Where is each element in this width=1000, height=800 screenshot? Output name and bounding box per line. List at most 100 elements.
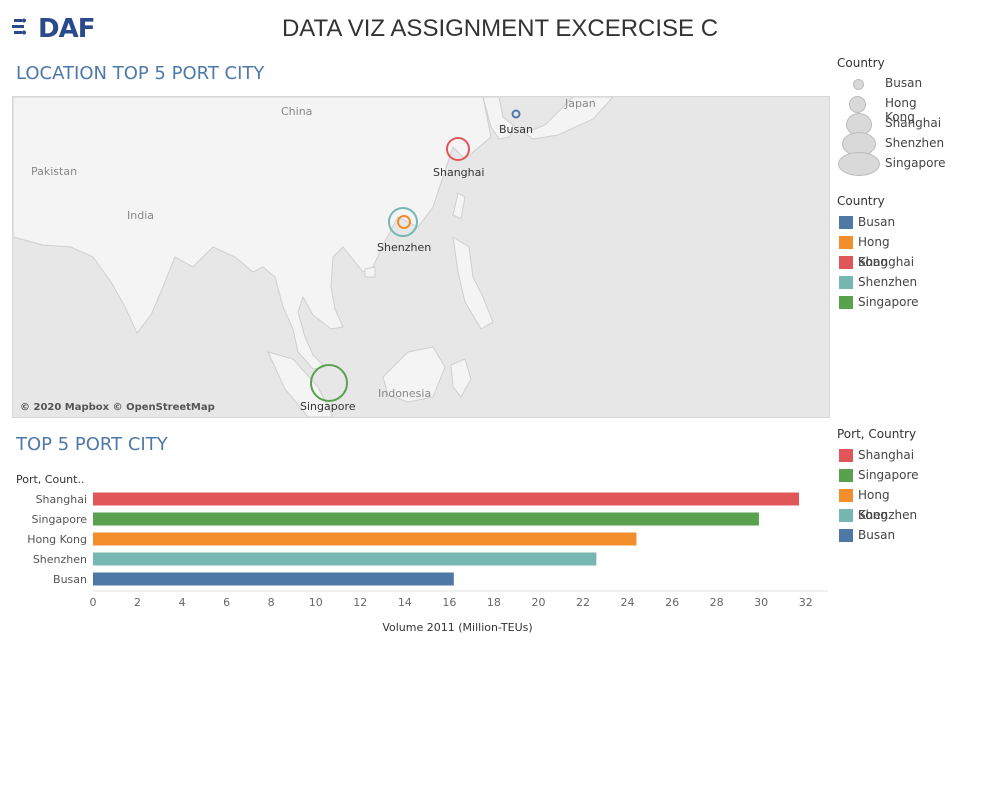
bar[interactable] [93, 572, 454, 586]
x-tick-label: 20 [531, 596, 545, 609]
x-tick-label: 32 [799, 596, 813, 609]
swatch-icon [839, 469, 853, 482]
bar-category-label: Singapore [32, 513, 88, 526]
color-legend-item[interactable]: Shenzhen [837, 272, 917, 292]
color-legend-label: Busan [858, 215, 896, 229]
swatch-icon [839, 489, 853, 502]
x-tick-label: 18 [487, 596, 501, 609]
x-tick-label: 0 [90, 596, 97, 609]
bar-legend-label: Shanghai [858, 448, 915, 462]
map-marker-shanghai[interactable] [446, 137, 470, 161]
x-tick-label: 22 [576, 596, 590, 609]
bar-category-label: Shenzhen [33, 553, 87, 566]
color-legend-label: Singapore [858, 295, 919, 309]
size-legend-item[interactable]: Singapore [837, 152, 946, 176]
bar[interactable] [93, 552, 597, 566]
map-attribution[interactable]: © 2020 Mapbox © OpenStreetMap [20, 402, 215, 413]
map-city-label-shanghai: Shanghai [433, 166, 484, 179]
japan-landmass [523, 97, 614, 140]
map-canvas[interactable]: China Japan Pakistan India Indonesia Bus… [13, 97, 829, 417]
philippines-landmass [452, 236, 494, 330]
map-marker-hong-kong[interactable] [397, 215, 411, 229]
bar-legend-label: Singapore [858, 468, 919, 482]
x-tick-label: 28 [710, 596, 724, 609]
bar-category-label: Busan [53, 573, 87, 586]
borneo-landmass [382, 346, 446, 403]
size-legend-item[interactable]: Busan [837, 74, 922, 94]
x-tick-label: 12 [353, 596, 367, 609]
map-marker-singapore[interactable] [310, 364, 348, 402]
map-city-label-singapore: Singapore [300, 400, 356, 413]
size-legend-item[interactable]: Shenzhen [837, 132, 944, 156]
x-tick-label: 2 [134, 596, 141, 609]
taiwan-landmass [452, 192, 466, 220]
color-legend-item[interactable]: Busan [837, 212, 895, 232]
port-map[interactable]: China Japan Pakistan India Indonesia Bus… [12, 96, 830, 418]
bar-legend-item[interactable]: Shanghai [837, 445, 916, 465]
map-label-china: China [281, 105, 312, 118]
map-marker-shenzhen[interactable] [388, 207, 418, 237]
map-label-japan: Japan [564, 97, 596, 110]
map-city-label-shenzhen: Shenzhen [377, 241, 431, 254]
x-tick-label: 16 [442, 596, 456, 609]
color-legend-item[interactable]: Singapore [837, 292, 919, 312]
map-label-pakistan: Pakistan [31, 165, 77, 178]
page-title: DATA VIZ ASSIGNMENT EXCERCISE C [281, 15, 719, 42]
color-legend-title: Country [837, 194, 885, 208]
size-circle-icon [838, 152, 880, 176]
bar-legend-item[interactable]: Busan [837, 525, 916, 545]
bar-legend-label: Shenzhen [858, 508, 918, 522]
sumatra-landmass [267, 351, 334, 417]
size-legend-item[interactable]: Shanghai [837, 113, 941, 136]
bar[interactable] [93, 532, 637, 546]
map-marker-busan[interactable] [511, 109, 521, 119]
color-legend-label: Hong Kong [858, 235, 890, 269]
x-tick-label: 30 [754, 596, 768, 609]
bar[interactable] [93, 492, 800, 506]
logo-text: DAF [38, 14, 95, 44]
asia-landmass [13, 97, 492, 370]
size-legend-label: Hong Kong [885, 96, 917, 124]
bar-legend-title: Port, Country [837, 427, 917, 441]
map-label-india: India [127, 209, 154, 222]
color-legend-item[interactable]: Shanghai [837, 252, 914, 272]
color-legend-label: Shenzhen [858, 275, 918, 289]
map-section-title: LOCATION TOP 5 PORT CITY [16, 63, 265, 84]
map-label-indonesia: Indonesia [378, 387, 431, 400]
swatch-icon [839, 236, 853, 249]
color-legend: Country Busan Hong Kong Shanghai Shenzhe… [837, 194, 919, 312]
x-tick-label: 4 [179, 596, 186, 609]
size-legend-label: Shanghai [885, 116, 942, 130]
size-legend-label: Busan [885, 76, 923, 90]
sulawesi-landmass [450, 358, 472, 398]
korea-landmass [482, 97, 514, 140]
swatch-icon [839, 449, 853, 462]
hainan-landmass [364, 266, 376, 278]
color-legend-item[interactable]: Hong Kong [837, 232, 890, 269]
x-tick-label: 10 [309, 596, 323, 609]
bar-legend-item[interactable]: Shenzhen [837, 505, 918, 525]
daf-logo: DAF [12, 10, 95, 44]
x-tick-label: 6 [223, 596, 230, 609]
bar-legend-label: Busan [858, 528, 896, 542]
size-legend: Country Busan Hong Kong Shanghai Shenzhe… [837, 56, 946, 176]
swatch-icon [839, 256, 853, 269]
x-axis-title: Volume 2011 (Million-TEUs) [382, 621, 532, 634]
swatch-icon [839, 296, 853, 309]
bar[interactable] [93, 512, 759, 526]
bar-legend-item[interactable]: Hong Kong [837, 485, 916, 522]
bar-section-title: TOP 5 PORT CITY [16, 434, 168, 455]
map-city-label-busan: Busan [499, 123, 533, 136]
size-legend-label: Shenzhen [885, 136, 945, 150]
bar-category-label: Shanghai [36, 493, 87, 506]
size-circle-icon [849, 96, 866, 113]
swatch-icon [839, 529, 853, 542]
swatch-icon [839, 509, 853, 522]
bar-legend-item[interactable]: Singapore [837, 465, 919, 485]
swatch-icon [839, 276, 853, 289]
x-tick-label: 14 [398, 596, 412, 609]
swatch-icon [839, 216, 853, 229]
size-legend-item[interactable]: Hong Kong [837, 94, 917, 124]
x-tick-label: 26 [665, 596, 679, 609]
x-tick-label: 8 [268, 596, 275, 609]
